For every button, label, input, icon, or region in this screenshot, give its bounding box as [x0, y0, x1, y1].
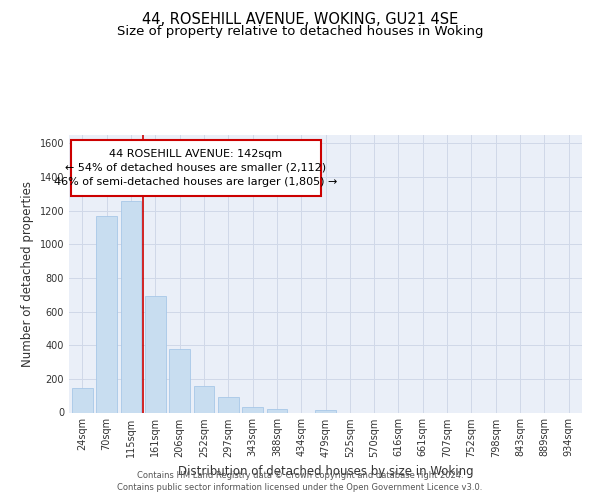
Text: Size of property relative to detached houses in Woking: Size of property relative to detached ho…: [117, 25, 483, 38]
Bar: [71, 140, 320, 196]
Bar: [194, 386, 214, 412]
Bar: [315, 410, 336, 412]
X-axis label: Distribution of detached houses by size in Woking: Distribution of detached houses by size …: [178, 465, 473, 478]
Bar: [72, 388, 93, 412]
Text: 44 ROSEHILL AVENUE: 142sqm
← 54% of detached houses are smaller (2,112)
46% of s: 44 ROSEHILL AVENUE: 142sqm ← 54% of deta…: [55, 149, 338, 187]
Bar: [121, 200, 142, 412]
Bar: [266, 409, 287, 412]
Bar: [169, 350, 190, 412]
Text: Contains HM Land Registry data © Crown copyright and database right 2024.
Contai: Contains HM Land Registry data © Crown c…: [118, 471, 482, 492]
Text: 44, ROSEHILL AVENUE, WOKING, GU21 4SE: 44, ROSEHILL AVENUE, WOKING, GU21 4SE: [142, 12, 458, 28]
Y-axis label: Number of detached properties: Number of detached properties: [21, 180, 34, 367]
Bar: [218, 398, 239, 412]
Bar: [145, 296, 166, 412]
Bar: [242, 406, 263, 412]
Bar: [97, 216, 117, 412]
